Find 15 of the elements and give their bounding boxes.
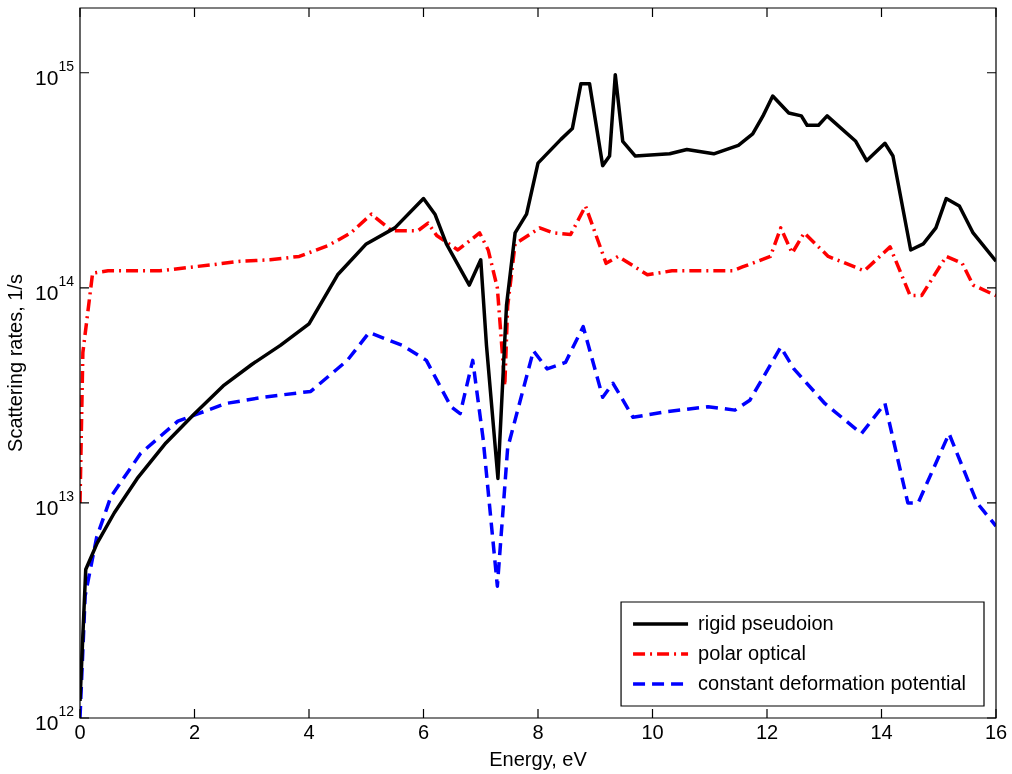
- x-tick-label: 0: [74, 720, 86, 743]
- y-axis-title: Scattering rates, 1/s: [3, 274, 26, 452]
- legend-label: rigid pseudoion: [698, 611, 834, 634]
- x-tick-label: 16: [984, 720, 1008, 743]
- x-tick-label: 12: [755, 720, 779, 743]
- legend-label: polar optical: [698, 641, 806, 664]
- line-series: [80, 204, 996, 505]
- x-axis-title: Energy, eV: [489, 747, 588, 770]
- x-tick-label: 14: [870, 720, 893, 743]
- x-tick-label: 4: [303, 720, 315, 743]
- x-tick-label: 10: [641, 720, 664, 743]
- x-tick-label: 8: [532, 720, 544, 743]
- x-tick-label: 2: [188, 720, 201, 743]
- x-tick-label: 6: [417, 720, 430, 743]
- legend-label: constant deformation potential: [698, 671, 966, 694]
